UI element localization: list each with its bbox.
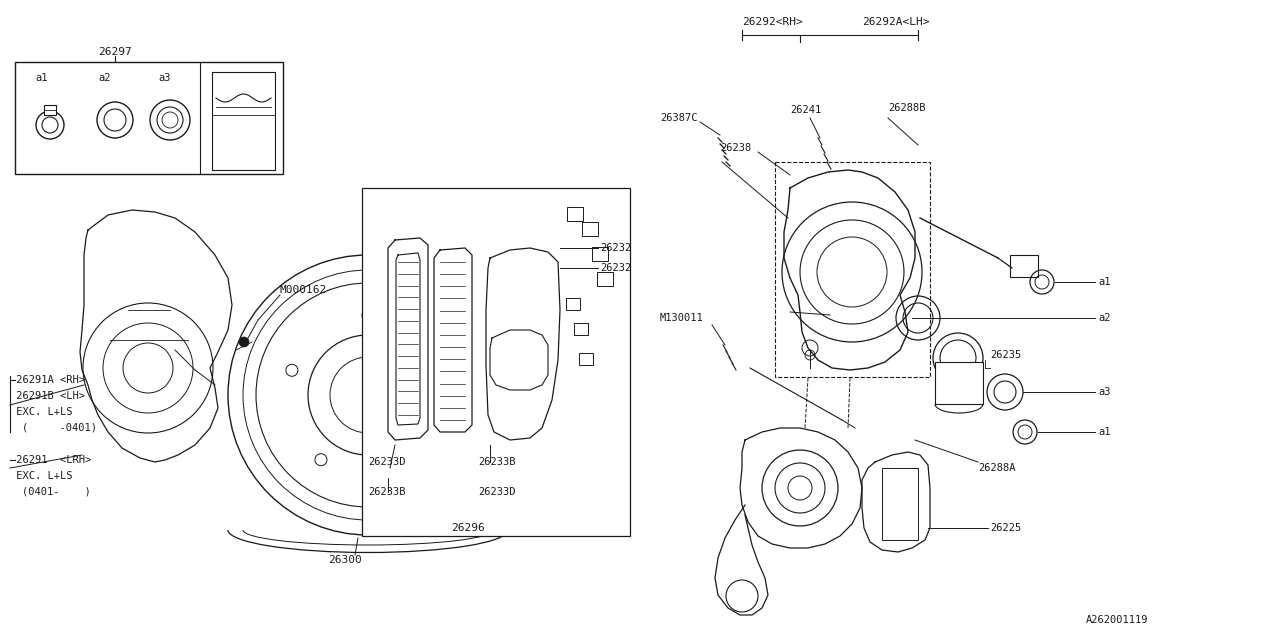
Text: 26233B: 26233B: [369, 487, 406, 497]
Text: M000162: M000162: [280, 285, 328, 295]
Text: 26241: 26241: [790, 105, 822, 115]
Bar: [44, 105, 56, 115]
Text: a1: a1: [1098, 427, 1111, 437]
Text: M130011: M130011: [660, 313, 704, 323]
Text: 26387C: 26387C: [660, 113, 698, 123]
Text: 26232: 26232: [600, 243, 631, 253]
Bar: [579, 353, 593, 365]
Text: 26292<RH>: 26292<RH>: [742, 17, 803, 27]
Circle shape: [239, 337, 250, 347]
Text: a3: a3: [157, 73, 170, 83]
Text: A262001119: A262001119: [1085, 615, 1148, 625]
Text: 26232: 26232: [600, 263, 631, 273]
Text: (0401-    ): (0401- ): [22, 487, 91, 497]
Text: 26233D: 26233D: [477, 487, 516, 497]
Text: 26288B: 26288B: [888, 103, 925, 113]
Text: (     -0401): ( -0401): [22, 423, 97, 433]
Text: -26291A <RH>: -26291A <RH>: [10, 375, 84, 385]
Text: 26288A: 26288A: [978, 463, 1015, 473]
Text: 26233B: 26233B: [477, 457, 516, 467]
Bar: [362, 188, 630, 536]
Text: a1: a1: [1098, 277, 1111, 287]
Text: 26292A<LH>: 26292A<LH>: [861, 17, 929, 27]
Text: 26225: 26225: [989, 523, 1021, 533]
Text: a1: a1: [35, 73, 47, 83]
Bar: [1010, 255, 1038, 277]
Bar: [596, 272, 613, 286]
Bar: [882, 468, 918, 540]
Text: 26297: 26297: [99, 47, 132, 57]
Text: 26233D: 26233D: [369, 457, 406, 467]
Text: 26291B <LH>: 26291B <LH>: [10, 391, 84, 401]
Bar: [582, 222, 598, 236]
Text: EXC. L+LS: EXC. L+LS: [10, 407, 73, 417]
Text: 26238: 26238: [719, 143, 751, 153]
Bar: [591, 247, 608, 261]
Bar: [934, 362, 983, 404]
Bar: [567, 207, 582, 221]
Bar: [774, 162, 931, 377]
Text: 26300: 26300: [328, 555, 362, 565]
Text: -26291  <LRH>: -26291 <LRH>: [10, 455, 91, 465]
Bar: [15, 62, 283, 174]
Text: a2: a2: [99, 73, 110, 83]
Bar: [573, 323, 588, 335]
Text: 26235: 26235: [989, 350, 1021, 360]
Text: a2: a2: [1098, 313, 1111, 323]
Bar: [566, 298, 580, 310]
Text: EXC. L+LS: EXC. L+LS: [10, 471, 73, 481]
Text: a3: a3: [1098, 387, 1111, 397]
Text: 26296: 26296: [451, 523, 485, 533]
